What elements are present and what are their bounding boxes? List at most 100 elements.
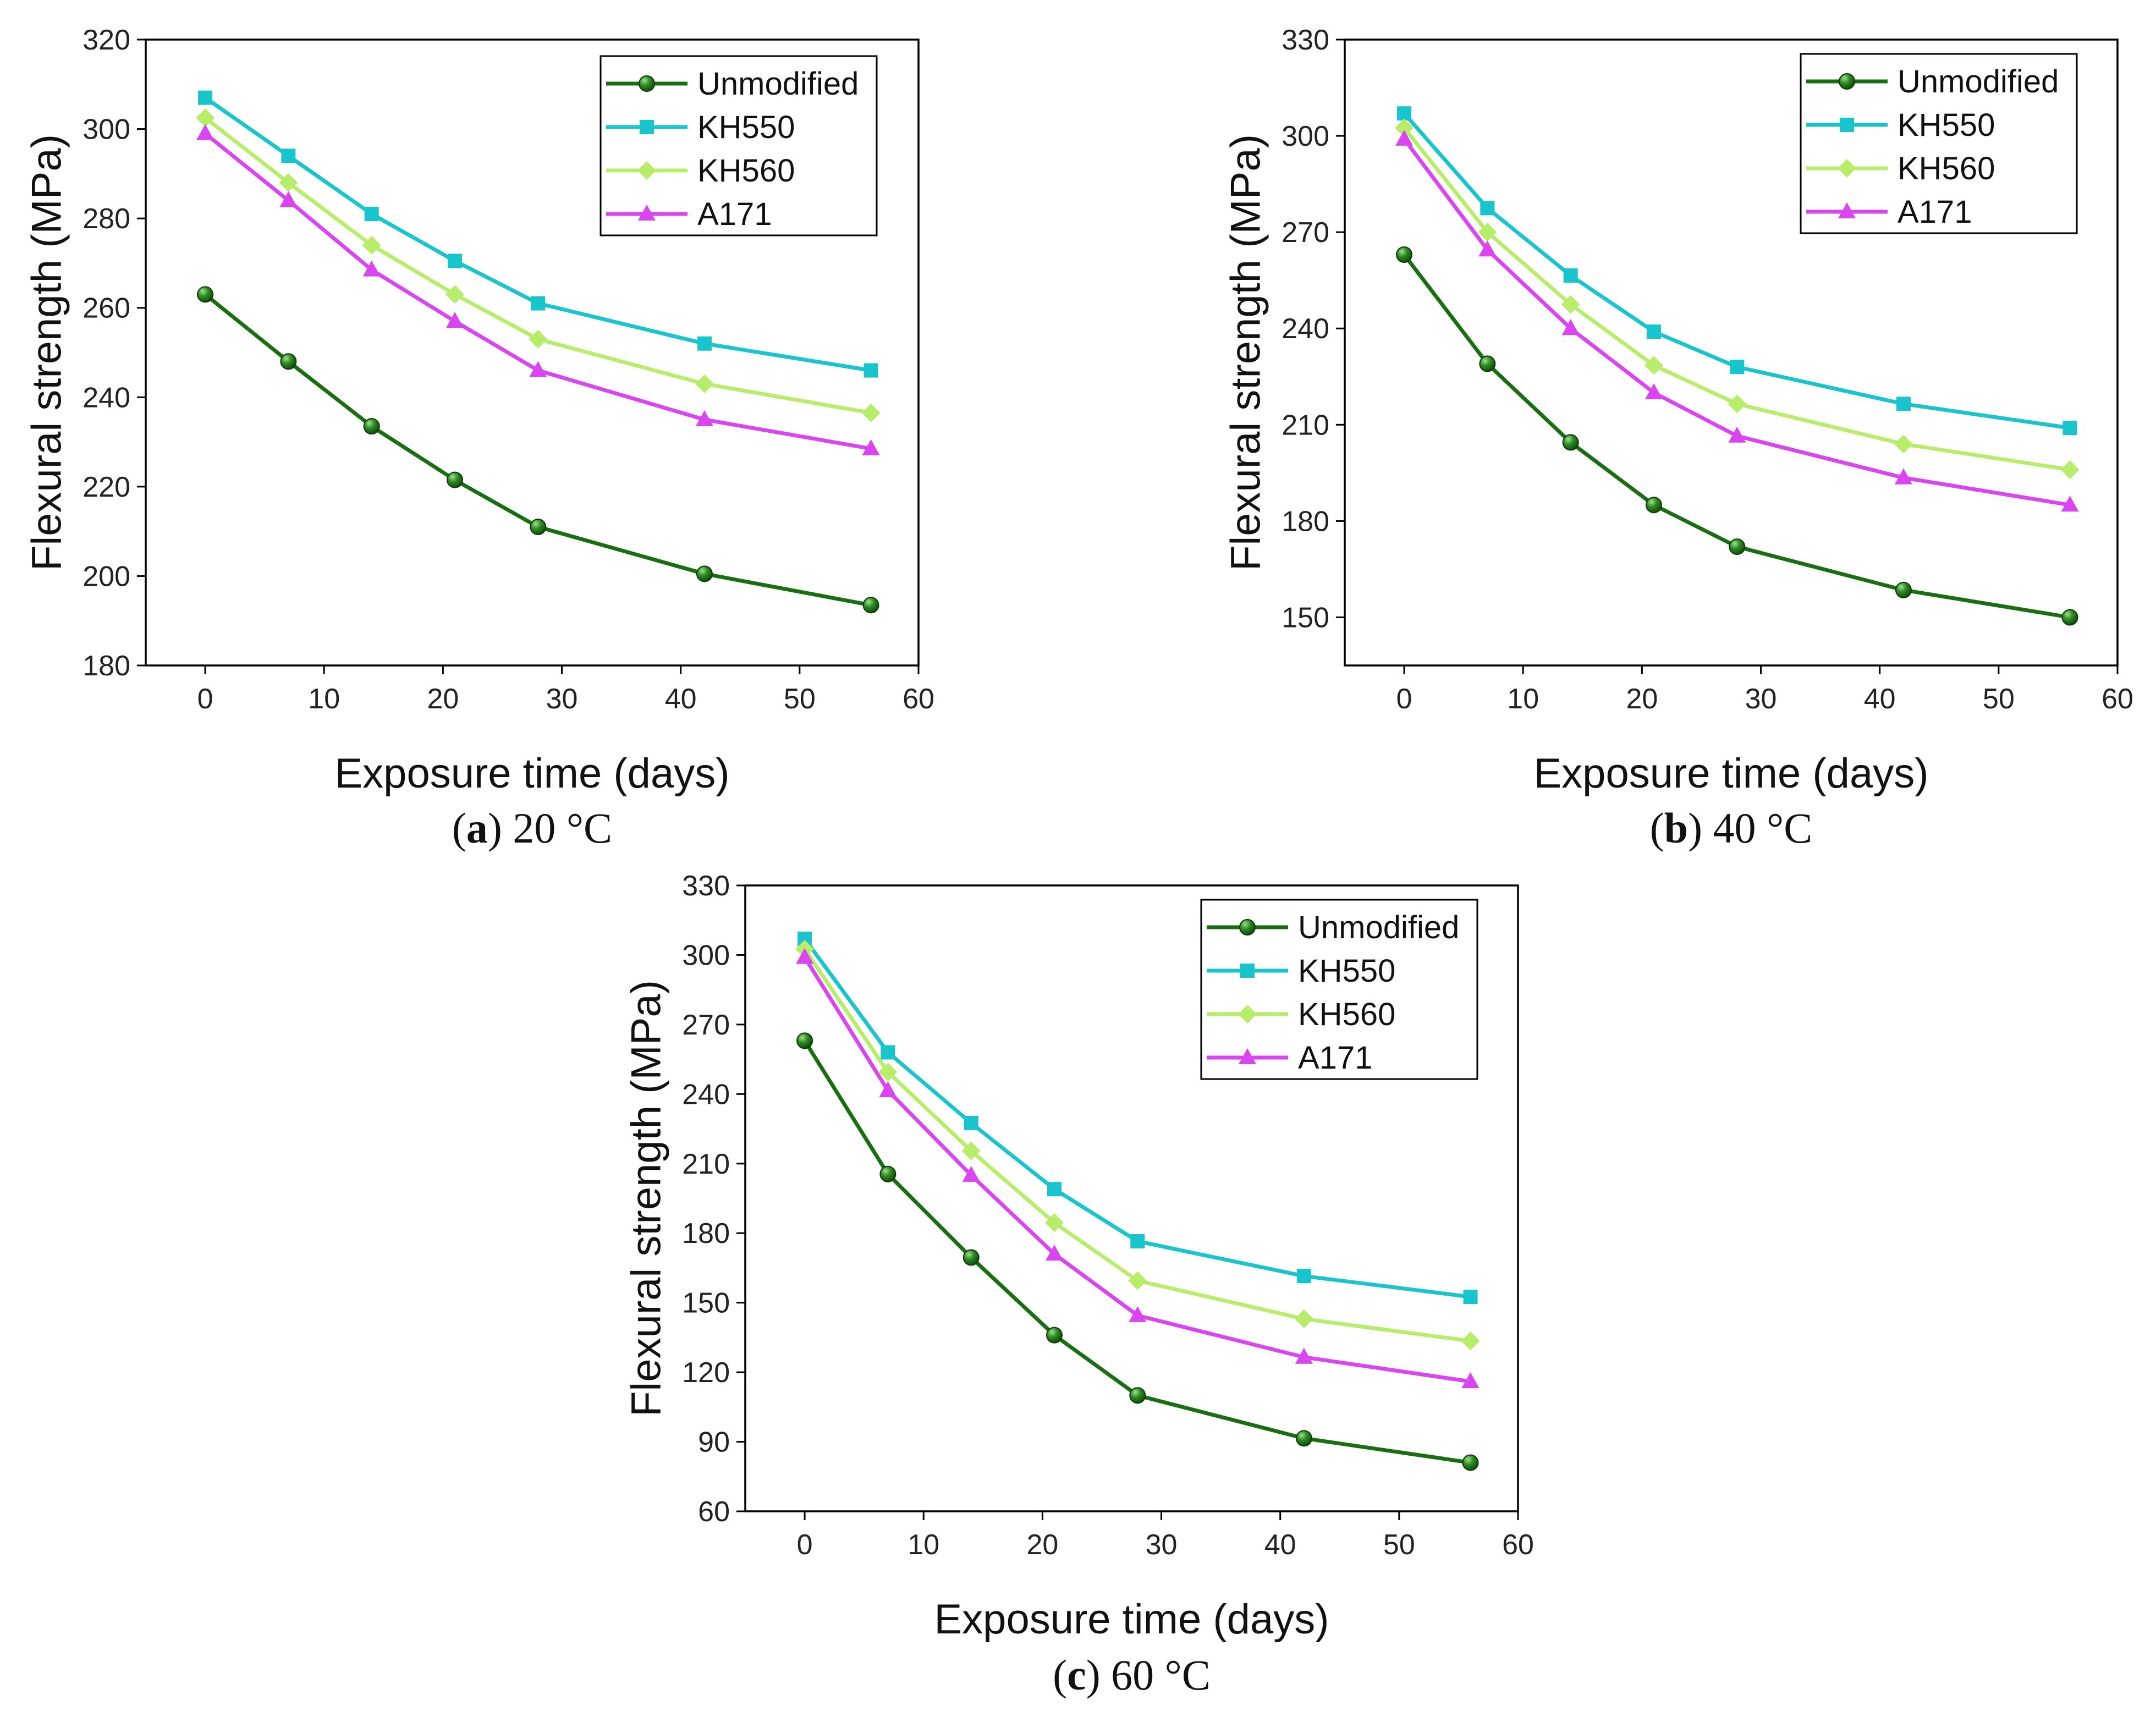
data-point-a171 — [879, 1081, 897, 1098]
data-point-a171 — [1561, 319, 1580, 335]
x-tick-label: 40 — [1264, 1529, 1296, 1561]
chart-b: 0 10 20 30 40 50 60 150 180 210 240 270 300 330 Exposu… — [1223, 24, 2133, 852]
x-tick-label: 50 — [784, 683, 816, 715]
legend-label: A171 — [697, 196, 772, 232]
data-point-kh560 — [1478, 223, 1497, 242]
data-point-kh560 — [1894, 434, 1913, 454]
x-tick-label: 50 — [1983, 683, 2015, 715]
y-tick-label: 240 — [1282, 313, 1329, 345]
data-point-a171 — [1295, 1347, 1313, 1364]
data-point-unmodified — [1462, 1454, 1479, 1471]
y-tick-label: 260 — [82, 293, 130, 324]
data-point-unmodified — [1479, 355, 1496, 372]
data-point-unmodified — [280, 353, 297, 370]
data-point-kh550 — [1047, 1182, 1062, 1197]
legend-label: KH560 — [697, 153, 795, 189]
plot-frame — [744, 884, 1519, 1512]
y-tick-label: 90 — [698, 1427, 730, 1459]
y-tick-label: 150 — [1282, 602, 1329, 634]
data-point-kh560 — [1045, 1213, 1064, 1232]
x-tick-label: 30 — [546, 683, 578, 715]
legend: Unmodified KH550 KH560 A171 — [1800, 53, 2078, 234]
data-point-unmodified — [696, 565, 713, 582]
y-axis-label: Flexural strength (MPa) — [24, 134, 70, 571]
y-tick-label: 330 — [1282, 24, 1329, 56]
plot-frame — [145, 38, 920, 667]
data-point-a171 — [695, 410, 713, 426]
y-tick-label: 270 — [682, 1009, 730, 1041]
x-tick-label: 0 — [1396, 683, 1412, 715]
data-point-a171 — [796, 948, 814, 964]
data-point-kh560 — [1728, 394, 1747, 414]
panel-caption: (b) 40 °C — [1650, 804, 1813, 852]
x-axis-label: Exposure time (days) — [334, 750, 729, 797]
legend-marker — [1840, 118, 1854, 132]
data-point-unmodified — [1129, 1387, 1146, 1404]
x-tick-label: 30 — [1745, 683, 1777, 715]
legend: Unmodified KH550 KH560 A171 — [600, 55, 878, 236]
data-point-kh560 — [529, 329, 548, 349]
data-point-unmodified — [796, 1032, 813, 1049]
x-tick-label: 40 — [1864, 683, 1896, 715]
x-tick-label: 20 — [1626, 683, 1658, 715]
y-axis-label: Flexural strength (MPa) — [623, 980, 670, 1417]
legend-marker — [1838, 159, 1856, 178]
x-tick-label: 30 — [1146, 1529, 1178, 1561]
y-tick-label: 280 — [82, 203, 130, 235]
x-tick-label: 60 — [903, 683, 934, 715]
legend-label: Unmodified — [1898, 64, 2059, 100]
legend-label: Unmodified — [1298, 910, 1459, 945]
data-point-kh550 — [281, 148, 296, 163]
data-point-kh550 — [531, 296, 546, 311]
legend-marker — [639, 75, 655, 92]
data-point-kh560 — [861, 403, 881, 422]
data-point-unmodified — [1895, 581, 1912, 598]
y-tick-label: 200 — [82, 560, 130, 592]
data-point-unmodified — [363, 418, 380, 435]
data-point-kh550 — [1647, 324, 1661, 339]
legend-marker — [1240, 964, 1255, 978]
data-point-kh560 — [279, 173, 298, 192]
data-point-a171 — [1645, 383, 1663, 399]
data-point-a171 — [1461, 1372, 1480, 1388]
data-point-unmodified — [1396, 246, 1413, 263]
data-point-a171 — [1728, 426, 1746, 443]
legend-label: KH550 — [1898, 107, 1995, 143]
data-point-unmodified — [447, 471, 463, 488]
panel-caption: (c) 60 °C — [1053, 1651, 1211, 1699]
data-point-kh560 — [2060, 460, 2080, 480]
data-point-kh550 — [864, 363, 878, 378]
y-tick-label: 60 — [698, 1496, 730, 1528]
y-tick-label: 180 — [1282, 505, 1329, 537]
x-tick-label: 50 — [1383, 1529, 1415, 1561]
data-point-a171 — [1894, 468, 1912, 485]
data-point-a171 — [1129, 1306, 1147, 1322]
x-tick-label: 10 — [1507, 683, 1539, 715]
data-point-a171 — [1395, 129, 1414, 146]
y-tick-label: 270 — [1282, 217, 1329, 249]
data-point-kh560 — [196, 108, 215, 128]
legend-marker — [1838, 202, 1856, 218]
data-point-kh560 — [1461, 1331, 1480, 1351]
x-tick-label: 0 — [797, 1529, 813, 1561]
data-point-kh550 — [1730, 360, 1745, 375]
data-point-kh550 — [964, 1116, 978, 1131]
data-point-unmodified — [197, 286, 214, 303]
data-point-a171 — [2061, 496, 2079, 512]
data-point-kh550 — [2062, 421, 2077, 436]
data-point-a171 — [862, 439, 880, 455]
y-tick-label: 240 — [682, 1078, 730, 1110]
legend-label: KH560 — [1298, 997, 1395, 1032]
data-point-kh550 — [198, 90, 213, 105]
data-point-kh560 — [961, 1141, 981, 1160]
legend-label: KH560 — [1898, 151, 1995, 186]
y-tick-label: 150 — [682, 1287, 730, 1319]
chart-c: 0 10 20 30 40 50 60 60 90 120 150 180 210 240 270 300 33… — [623, 870, 1534, 1699]
data-point-a171 — [196, 124, 215, 140]
y-tick-label: 330 — [682, 870, 730, 902]
data-point-unmodified — [1729, 538, 1746, 555]
data-point-kh550 — [448, 254, 462, 268]
legend-marker — [637, 161, 656, 180]
data-point-kh550 — [881, 1045, 895, 1060]
